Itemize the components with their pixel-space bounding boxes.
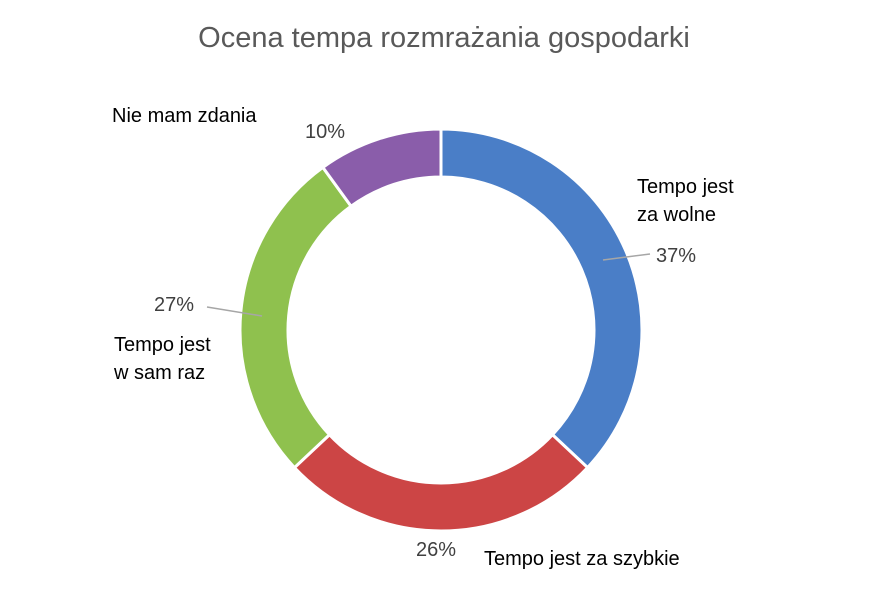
slice-category-label-line: Nie mam zdania <box>112 105 257 127</box>
slice-value-label: 26% <box>416 539 456 561</box>
slice-category-label-line: w sam raz <box>113 362 205 384</box>
slice-category-label-line: za wolne <box>637 204 716 226</box>
donut-slice <box>439 127 644 470</box>
slice-value-label: 27% <box>154 294 194 316</box>
slice-category-label: Tempo jest w sam raz <box>113 334 211 384</box>
leader-line <box>602 253 651 261</box>
donut-slice <box>238 165 354 470</box>
donut-slice <box>292 432 590 533</box>
slice-category-label: Tempo jest za wolne <box>637 176 734 226</box>
slice-category-label: Tempo jest za szybkie <box>484 548 680 570</box>
slice-category-label: Nie mam zdania <box>112 105 257 127</box>
slice-value-label: 37% <box>656 245 696 267</box>
slice-category-label-line: Tempo jest <box>114 334 211 356</box>
slices-layer <box>238 127 644 533</box>
slice-value-label: 10% <box>305 121 345 143</box>
chart-title: Ocena tempa rozmrażania gospodarki <box>198 22 690 54</box>
slice-category-label-line: Tempo jest za szybkie <box>484 548 680 570</box>
labels-layer: 37% Tempo jest za wolne 26% Tempo jest za sz… <box>112 105 734 570</box>
donut-slice <box>320 127 443 209</box>
slice-category-label-line: Tempo jest <box>637 176 734 198</box>
leader-line <box>206 306 263 317</box>
leader-lines <box>206 253 651 317</box>
